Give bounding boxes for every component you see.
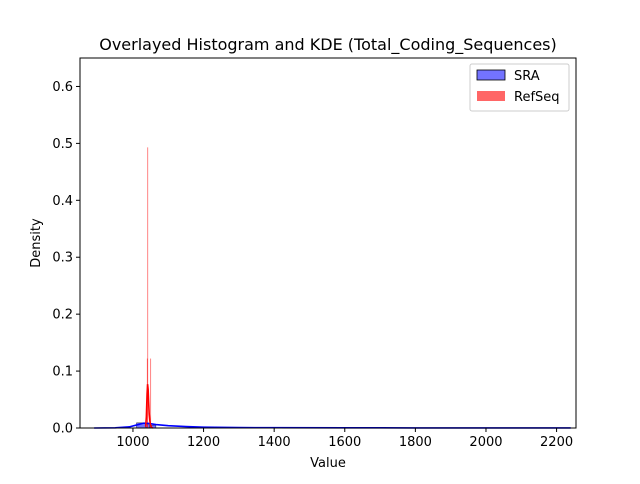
refseq-kde-line (144, 384, 154, 429)
x-tick-label: 1600 (328, 435, 361, 450)
y-tick-label: 0.3 (52, 251, 73, 266)
y-tick-label: 0.1 (52, 365, 73, 380)
refseq-histogram-bar (147, 147, 149, 428)
x-tick-label: 1000 (116, 435, 149, 450)
legend: SRA RefSeq (469, 63, 570, 112)
x-axis-label: Value (310, 456, 346, 471)
y-tick-label: 0.5 (52, 137, 73, 152)
refseq-histogram-bar (150, 358, 152, 428)
chart-title: Overlayed Histogram and KDE (Total_Codin… (99, 35, 557, 55)
y-axis-label: Density (29, 218, 44, 268)
x-tick-label: 2000 (469, 435, 502, 450)
x-tick-label: 1200 (187, 435, 220, 450)
x-tick-label: 1800 (399, 435, 432, 450)
sra-legend-label: SRA (514, 69, 540, 84)
axes-frame (79, 57, 577, 429)
refseq-legend-label: RefSeq (514, 90, 560, 105)
y-axis-ticks: 0.0 0.1 0.2 0.3 0.4 0.5 0.6 (52, 80, 80, 437)
y-tick-label: 0.4 (52, 194, 73, 209)
x-tick-label: 1400 (258, 435, 291, 450)
y-tick-label: 0.2 (52, 308, 73, 323)
y-tick-label: 0.6 (52, 80, 73, 95)
refseq-legend-swatch (477, 91, 505, 101)
sra-legend-swatch (476, 69, 506, 81)
x-axis-ticks: 1000 1200 1400 1600 1800 2000 2200 (116, 428, 573, 450)
y-tick-label: 0.0 (52, 422, 73, 437)
x-tick-label: 2200 (540, 435, 573, 450)
